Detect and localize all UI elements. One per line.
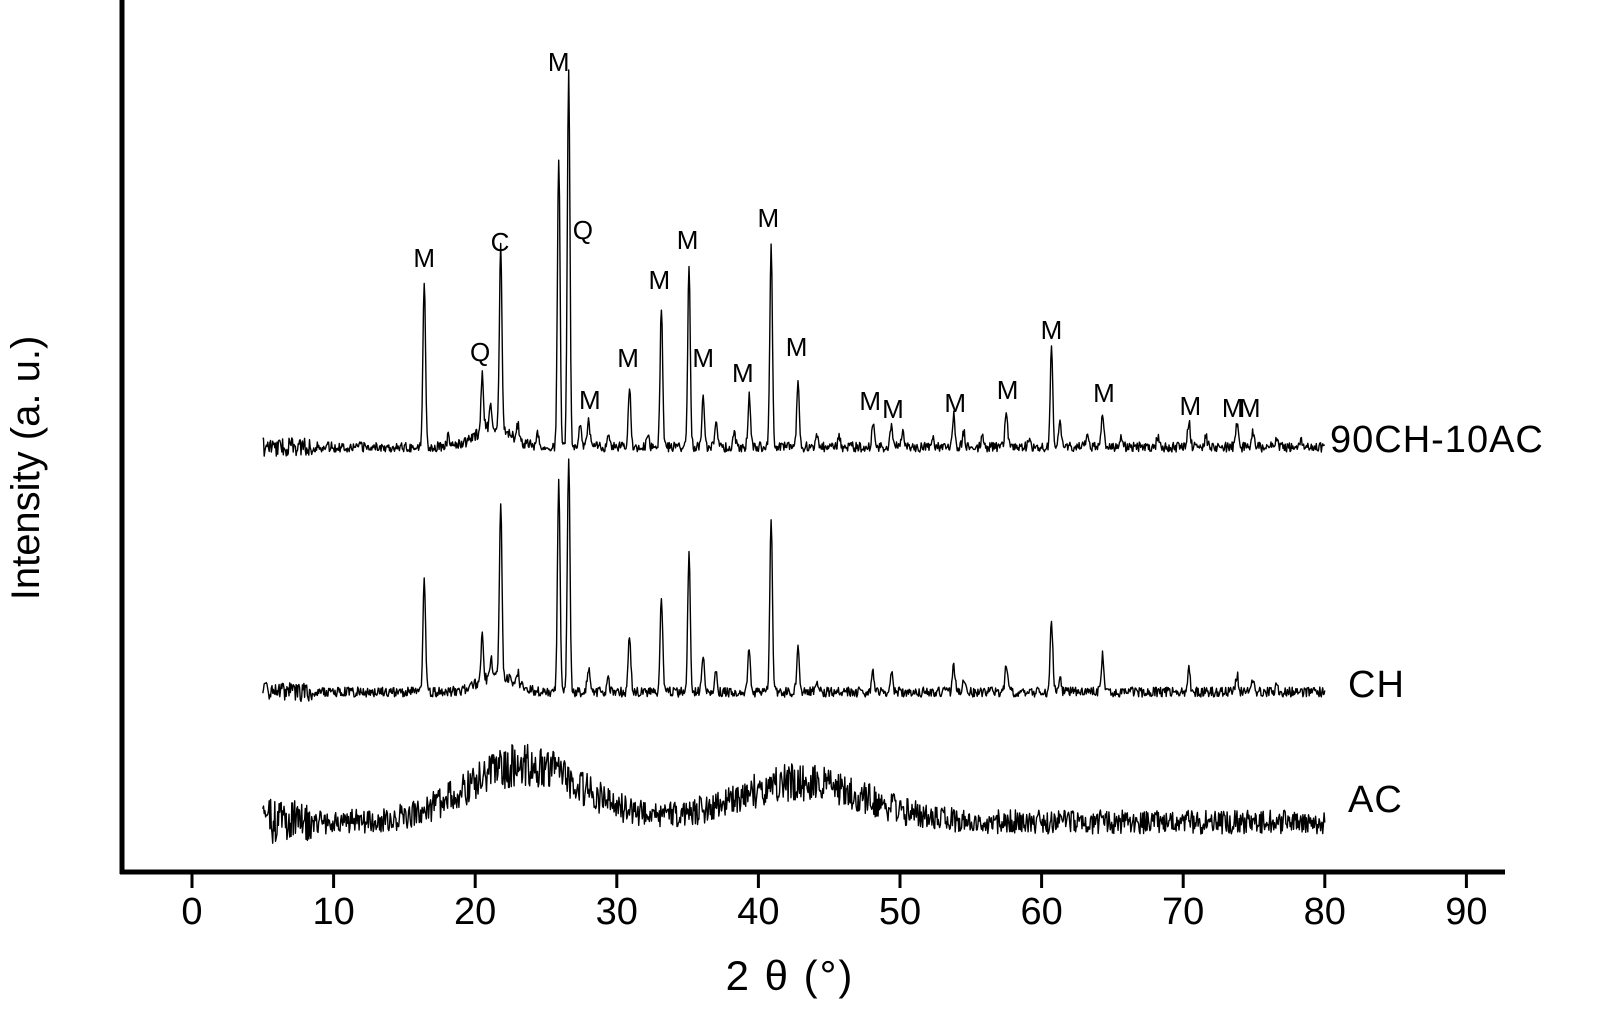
peak-annotation-C: C <box>491 227 510 257</box>
peak-annotation-M: M <box>677 225 699 255</box>
peak-annotation-M: M <box>617 343 639 373</box>
peak-annotation-M: M <box>548 47 570 77</box>
trace-AC <box>262 743 1326 844</box>
peak-annotation-M: M <box>579 385 601 415</box>
trace-90CH-10AC <box>262 69 1326 457</box>
peak-annotation-Q: Q <box>470 337 490 367</box>
peak-annotation-M: M <box>692 343 714 373</box>
x-tick-label: 80 <box>1304 891 1346 933</box>
peak-annotation-M: M <box>997 375 1019 405</box>
peak-annotation-M: M <box>1222 393 1244 423</box>
series-label-CH: CH <box>1348 664 1405 706</box>
peak-annotation-M: M <box>732 358 754 388</box>
peak-annotation-M: M <box>882 394 904 424</box>
series-label-AC: AC <box>1348 779 1403 821</box>
x-tick-label: 20 <box>454 891 496 933</box>
peak-annotation-M: M <box>859 386 881 416</box>
peak-annotation-M: M <box>1093 378 1115 408</box>
peak-annotation-M: M <box>786 332 808 362</box>
x-tick-label: 50 <box>879 891 921 933</box>
x-tick-label: 30 <box>596 891 638 933</box>
peak-annotation-M: M <box>1239 393 1261 423</box>
peak-annotation-M: M <box>413 243 435 273</box>
peak-annotation-M: M <box>1041 315 1063 345</box>
x-tick-label: 60 <box>1020 891 1062 933</box>
x-tick-label: 40 <box>737 891 779 933</box>
peak-annotation-M: M <box>648 265 670 295</box>
series-label-90CH-10AC: 90CH-10AC <box>1330 419 1544 461</box>
peak-annotation-M: M <box>1179 391 1201 421</box>
x-tick-label: 90 <box>1445 891 1487 933</box>
y-axis-label: Intensity (a. u.) <box>4 335 48 601</box>
peak-annotation-M: M <box>944 388 966 418</box>
x-tick-label: 70 <box>1162 891 1204 933</box>
x-tick-label: 0 <box>181 891 202 933</box>
peak-annotation-M: M <box>757 203 779 233</box>
trace-CH <box>262 458 1326 703</box>
peak-annotation-Q: Q <box>573 215 593 245</box>
x-axis-label: 2 θ (°) <box>725 952 855 999</box>
x-tick-label: 10 <box>312 891 354 933</box>
